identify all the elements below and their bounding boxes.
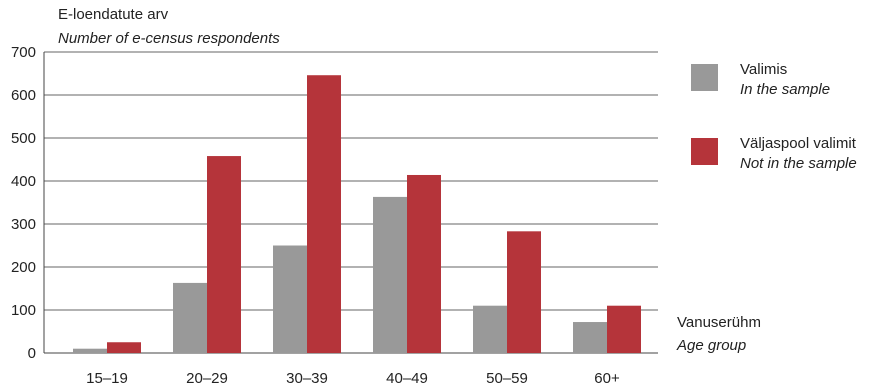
y-tick-label-700: 700	[11, 44, 36, 61]
y-axis-title: E-loendatute arv	[58, 6, 169, 23]
bar-sample-2	[273, 245, 307, 353]
bar-sample-1	[173, 282, 207, 353]
y-tick-label-600: 600	[11, 87, 36, 104]
x-axis-title-english: Age group	[677, 337, 747, 354]
bar-not-sample-3	[407, 174, 441, 353]
bar-not-sample-1	[207, 156, 241, 353]
y-tick-label-300: 300	[11, 216, 36, 233]
x-tick-label-3: 40–49	[386, 370, 428, 387]
legend-swatch-not-sample	[691, 138, 718, 165]
x-tick-label-0: 15–19	[86, 370, 128, 387]
legend-label-sample: Valimis	[740, 61, 788, 78]
y-tick-label-200: 200	[11, 259, 36, 276]
x-tick-label-5: 60+	[594, 370, 620, 387]
legend-label-not-sample: Väljaspool valimit	[740, 135, 856, 152]
bar-sample-0	[73, 348, 107, 353]
bar-not-sample-5	[607, 305, 641, 353]
bar-sample-5	[573, 322, 607, 353]
bar-not-sample-0	[107, 342, 141, 353]
legend-label-sample-english: In the sample	[740, 81, 831, 98]
y-tick-label-0: 0	[28, 345, 36, 362]
x-tick-label-1: 20–29	[186, 370, 228, 387]
y-tick-label-100: 100	[11, 302, 36, 319]
y-tick-label-500: 500	[11, 130, 36, 147]
bar-sample-3	[373, 196, 407, 353]
bar-not-sample-4	[507, 231, 541, 353]
legend-swatch-sample	[691, 64, 718, 91]
y-axis-title-english: Number of e-census respondents	[58, 30, 280, 47]
bar-sample-4	[473, 305, 507, 353]
x-tick-label-2: 30–39	[286, 370, 328, 387]
y-tick-label-400: 400	[11, 173, 36, 190]
x-axis-title: Vanuserühm	[677, 314, 761, 331]
bar-not-sample-2	[307, 75, 341, 353]
x-tick-label-4: 50–59	[486, 370, 528, 387]
legend-label-not-sample-english: Not in the sample	[740, 155, 857, 172]
